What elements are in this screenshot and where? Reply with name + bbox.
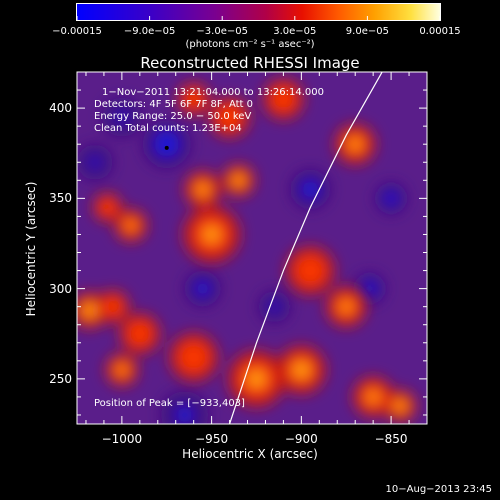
colorbar-units: (photons cm⁻² s⁻¹ asec⁻²) — [185, 39, 315, 50]
annotation-time-range: 1−Nov−2011 13:21:04.000 to 13:26:14.000 — [102, 87, 325, 98]
positive-blob-core-11 — [340, 301, 352, 313]
colorbar-tick-label-0: −0.00015 — [52, 26, 102, 37]
positive-blob-core-5 — [204, 226, 220, 242]
colorbar — [76, 3, 441, 21]
footer-timestamp: 10−Aug−2013 23:45 — [385, 484, 492, 495]
colorbar-tick-label-4: 9.0e−05 — [345, 26, 389, 37]
negative-blob-core-2 — [384, 191, 398, 206]
chart-title: Reconstructed RHESSI Image — [140, 54, 360, 72]
positive-blob-core-2 — [117, 365, 127, 375]
negative-blob-core-5 — [362, 281, 377, 296]
positive-blob-core-13 — [394, 400, 406, 412]
positive-features — [77, 78, 417, 423]
x-axis-label: Heliocentric X (arcsec) — [182, 447, 318, 461]
colorbar-tick-label-1: −9.0e−05 — [123, 26, 176, 37]
annotation-detectors: Detectors: 4F 5F 6F 7F 8F, Att 0 — [94, 99, 254, 110]
negative-blob-core-8 — [89, 156, 101, 168]
colorbar-ticks — [76, 16, 441, 21]
negative-blob-core-7 — [176, 406, 194, 424]
positive-blob-core-10 — [293, 362, 310, 378]
positive-blob-mid-16 — [294, 254, 327, 287]
x-axis-ticks — [85, 72, 428, 424]
positive-blob-core-9 — [248, 370, 265, 387]
x-tick-label-3: −850 — [374, 432, 408, 446]
peak-marker — [164, 145, 169, 150]
x-tick-label-1: −950 — [195, 432, 229, 446]
colorbar-tick-label-2: −3.0e−05 — [196, 26, 248, 37]
solar-limb-curve — [228, 72, 383, 424]
x-tick-label-0: −1000 — [101, 432, 143, 446]
positive-blob-core-0 — [83, 303, 97, 317]
peak-position-label: Position of Peak = [−933,403] — [94, 398, 245, 409]
negative-blob-core-0 — [153, 131, 180, 158]
y-axis-label: Heliocentric Y (arcsec) — [24, 181, 38, 317]
plot-frame — [76, 71, 428, 425]
positive-blob-core-6 — [196, 183, 209, 196]
positive-blob-core-17 — [126, 221, 136, 230]
positive-blob-mid-8 — [216, 103, 244, 131]
colorbar-tick-label-3: 3.0e−05 — [273, 26, 317, 37]
positive-blob-core-7 — [232, 174, 245, 187]
negative-features — [77, 97, 407, 424]
heatmap-image — [77, 72, 427, 424]
negative-blob-core-3 — [194, 280, 211, 297]
positive-blob-mid-15 — [269, 85, 297, 113]
negative-blob-core-1 — [301, 180, 320, 199]
positive-blob-core-12 — [367, 391, 379, 403]
negative-blob-core-6 — [116, 111, 128, 123]
x-tick-label-2: −900 — [284, 432, 318, 446]
positive-blob-mid-4 — [177, 341, 210, 374]
colorbar-tick-label-5: 0.00015 — [419, 26, 461, 37]
annotation-energy-range: Energy Range: 25.0 − 50.0 keV — [94, 111, 252, 122]
y-tick-label-1: 300 — [49, 281, 72, 296]
y-tick-label-3: 400 — [49, 101, 72, 116]
negative-blob-core-4 — [269, 301, 280, 312]
positive-blob-mid-19 — [182, 88, 205, 110]
positive-blob-mid-1 — [102, 295, 124, 318]
positive-blob-mid-3 — [126, 320, 154, 348]
annotation-clean-counts: Clean Total counts: 1.23E+04 — [94, 123, 242, 134]
y-axis-ticks — [77, 71, 427, 416]
positive-blob-core-14 — [349, 138, 361, 150]
y-tick-label-2: 350 — [49, 191, 72, 206]
positive-blob-mid-18 — [98, 197, 117, 217]
y-tick-label-0: 250 — [49, 371, 72, 386]
